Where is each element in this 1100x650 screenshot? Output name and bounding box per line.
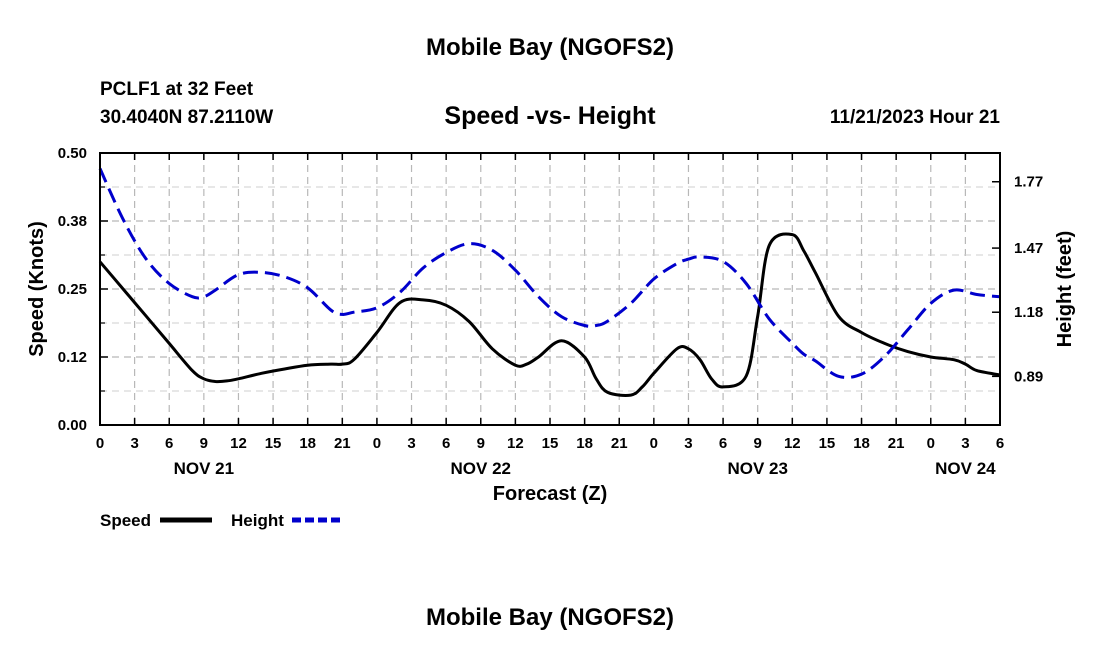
x-tick-label: 15 (542, 435, 559, 452)
x-tick-label: 21 (334, 435, 351, 452)
x-tick-label: 6 (442, 435, 450, 452)
x-tick-label: 21 (611, 435, 628, 452)
x-tick-label: 15 (819, 435, 836, 452)
x-tick-label: 15 (265, 435, 282, 452)
day-label: NOV 23 (727, 459, 787, 478)
x-tick-label: 0 (650, 435, 658, 452)
x-tick-label: 6 (165, 435, 173, 452)
y-left-tick-label: 0.00 (58, 417, 87, 434)
x-tick-label: 9 (477, 435, 485, 452)
y-axis-left-label: Speed (Knots) (26, 221, 48, 357)
x-tick-label: 18 (853, 435, 870, 452)
x-tick-label: 12 (784, 435, 801, 452)
y-axis-right-label: Height (feet) (1054, 231, 1076, 348)
y-right-tick-label: 0.89 (1014, 368, 1043, 385)
x-tick-label: 12 (230, 435, 247, 452)
series-height-line (98, 167, 1001, 380)
y-left-tick-label: 0.25 (58, 281, 87, 298)
legend: Speed Height (100, 511, 342, 530)
x-tick-label: 9 (200, 435, 208, 452)
x-tick-label: 18 (299, 435, 316, 452)
legend-height-label: Height (231, 511, 284, 530)
x-tick-label: 9 (754, 435, 762, 452)
x-axis-label: Forecast (Z) (493, 483, 607, 505)
y-left-tick-label: 0.50 (58, 145, 87, 162)
series-layer (98, 167, 1001, 397)
x-tick-label: 21 (888, 435, 905, 452)
day-label: NOV 21 (174, 459, 234, 478)
series-speed-line (98, 232, 1001, 397)
y-left-tick-label: 0.38 (58, 213, 87, 230)
station-label: PCLF1 at 32 Feet (100, 79, 254, 100)
x-tick-label: 0 (373, 435, 381, 452)
grid-lines (100, 153, 1000, 425)
location-label: 30.4040N 87.2110W (100, 107, 273, 128)
x-tick-label: 3 (130, 435, 138, 452)
x-tick-label: 3 (407, 435, 415, 452)
footer-title: Mobile Bay (NGOFS2) (426, 604, 674, 631)
chart-subtitle: Speed -vs- Height (444, 102, 656, 130)
axis-ticks: 0 3 6 9 12 15 18 21 0 3 6 9 12 15 18 21 0 3 6 9 12 15 18 21 0 3 6N… (58, 145, 1043, 478)
y-left-tick-label: 0.12 (58, 349, 87, 366)
datetime-label: 11/21/2023 Hour 21 (830, 107, 1000, 128)
y-right-tick-label: 1.47 (1014, 240, 1043, 257)
x-tick-label: 6 (719, 435, 727, 452)
x-tick-label: 12 (507, 435, 524, 452)
y-right-tick-label: 1.77 (1014, 174, 1043, 191)
chart-title: Mobile Bay (NGOFS2) (426, 34, 674, 61)
x-tick-label: 3 (961, 435, 969, 452)
x-tick-label: 3 (684, 435, 692, 452)
y-right-tick-label: 1.18 (1014, 304, 1043, 321)
x-tick-label: 6 (996, 435, 1004, 452)
day-label: NOV 22 (451, 459, 511, 478)
legend-speed-label: Speed (100, 511, 151, 530)
x-tick-label: 0 (927, 435, 935, 452)
x-tick-label: 0 (96, 435, 104, 452)
day-label: NOV 24 (935, 459, 996, 478)
x-tick-label: 18 (576, 435, 593, 452)
